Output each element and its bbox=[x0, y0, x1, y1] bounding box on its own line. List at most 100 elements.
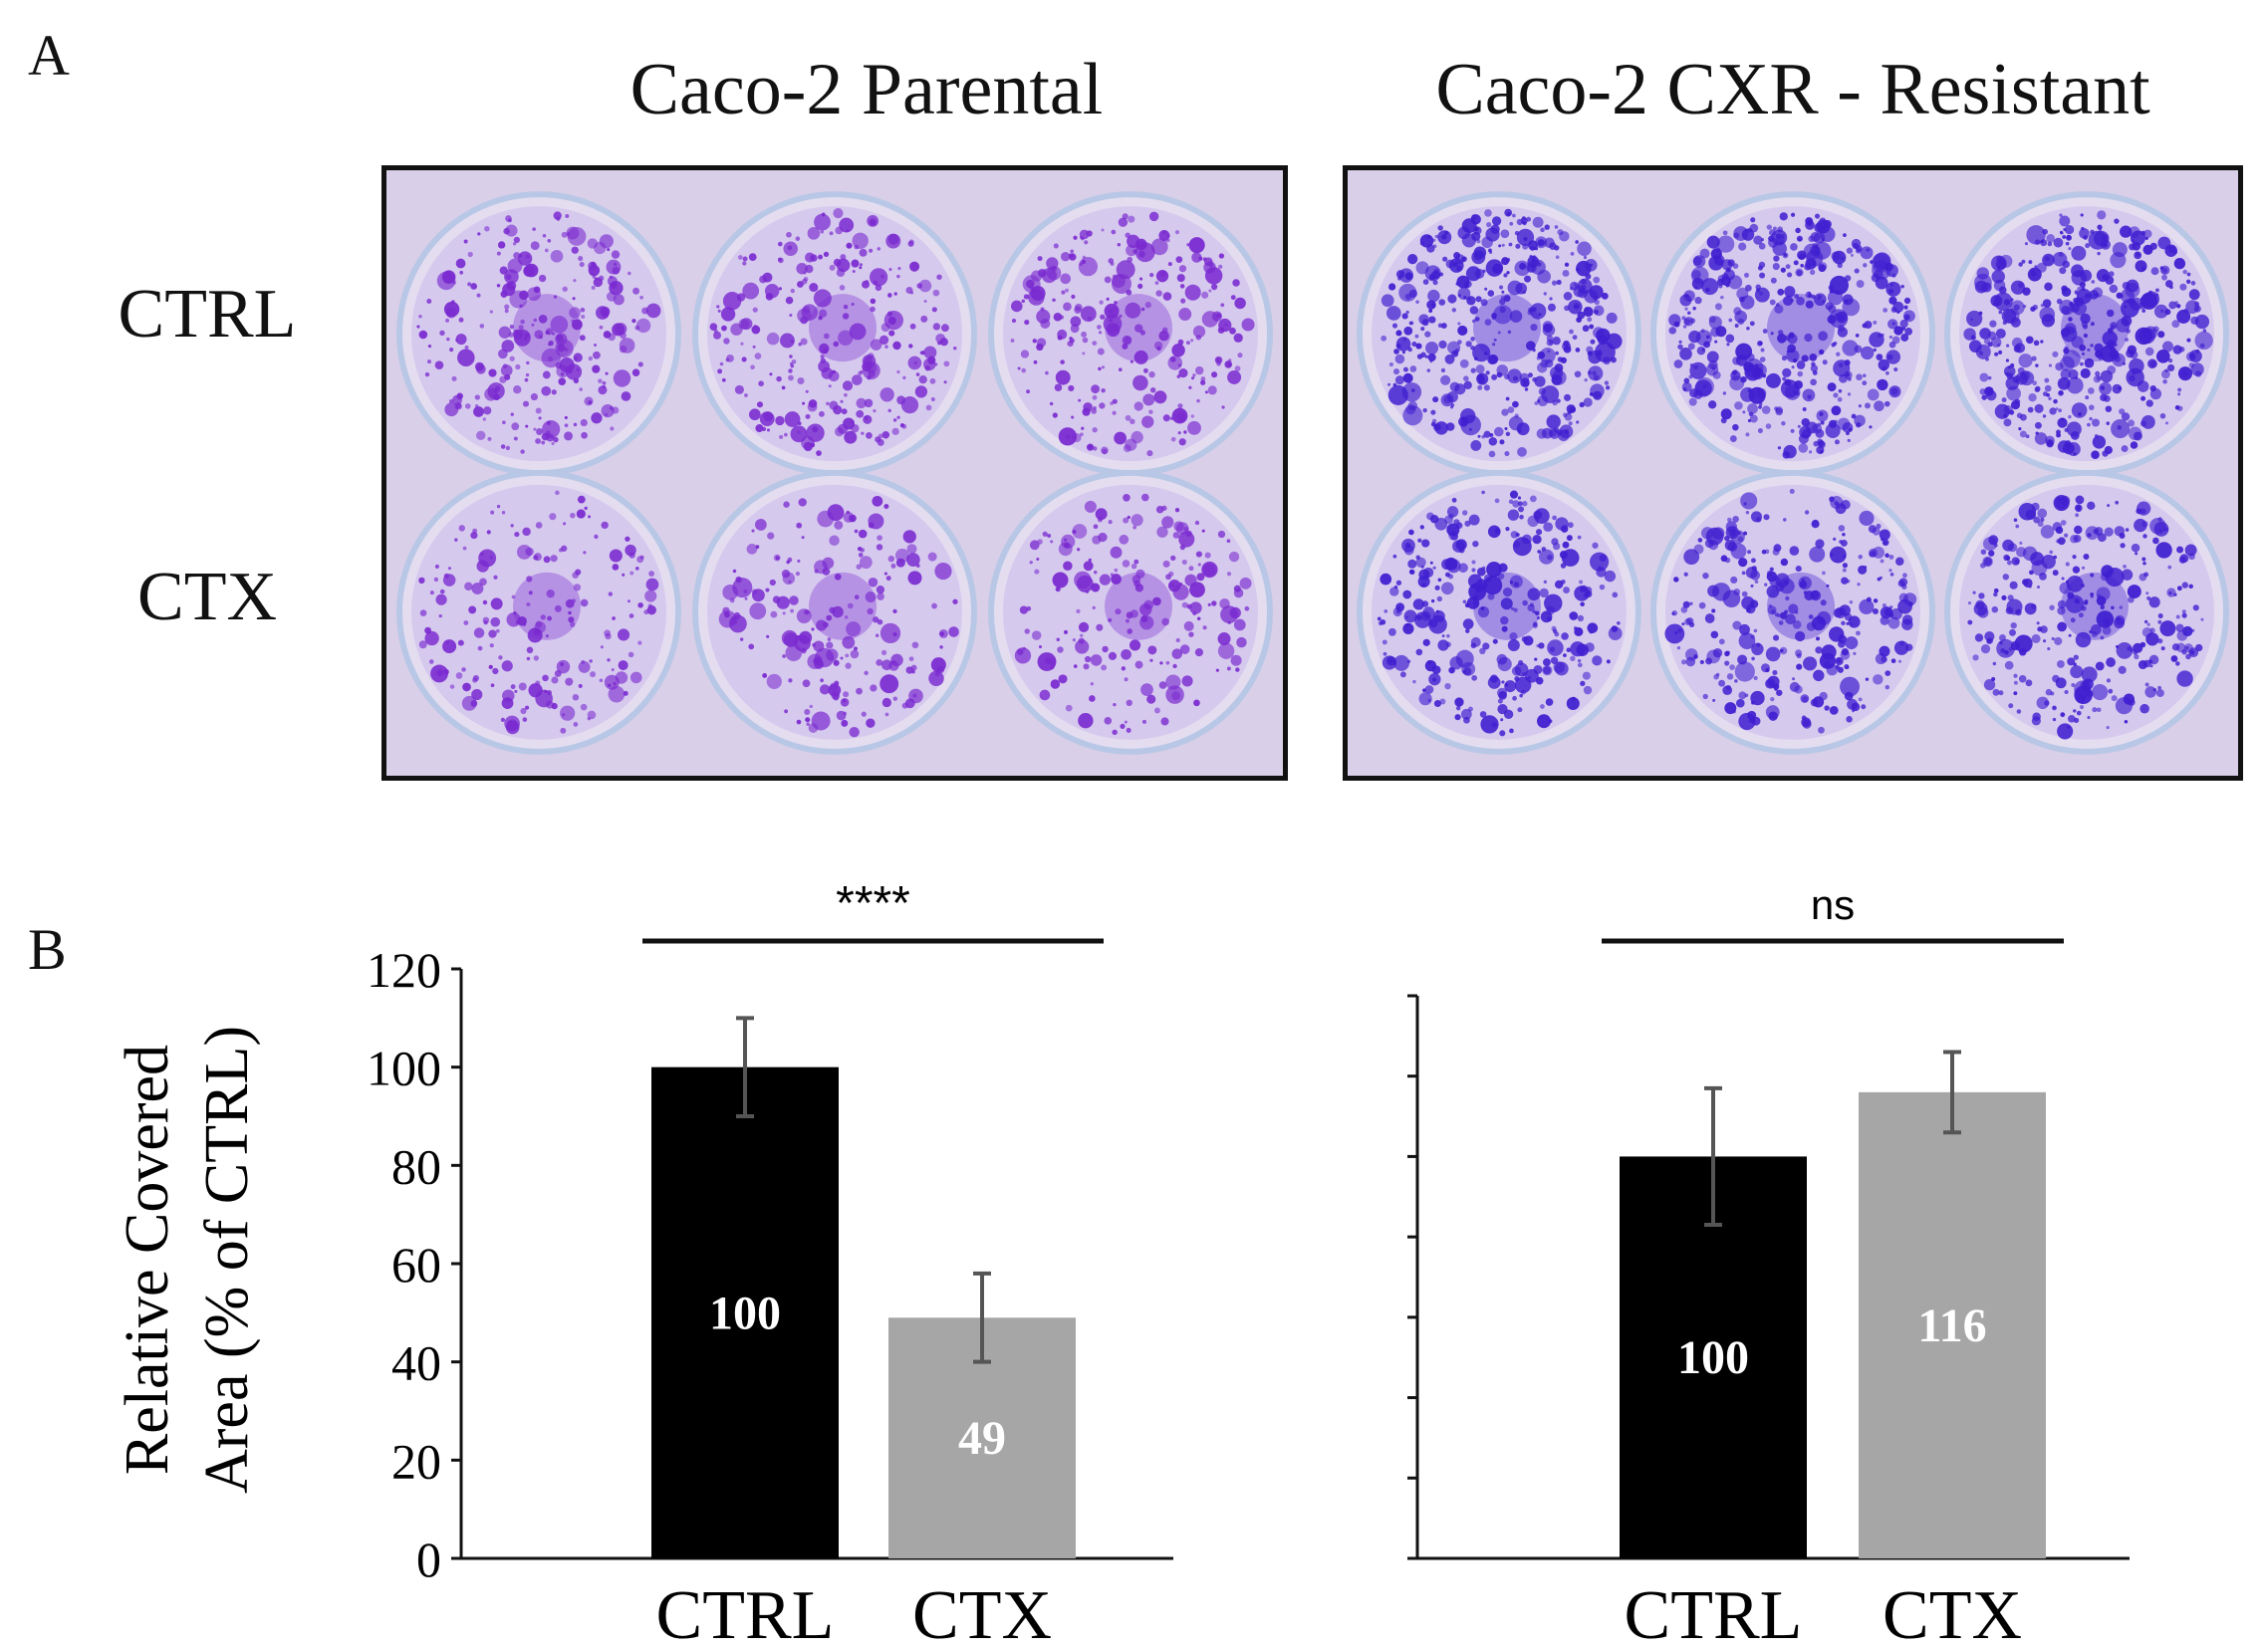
colony bbox=[833, 659, 840, 666]
colony bbox=[608, 591, 614, 596]
colony bbox=[2176, 586, 2182, 591]
colony bbox=[2162, 341, 2173, 353]
colony bbox=[1477, 605, 1490, 618]
colony bbox=[461, 695, 477, 711]
colony bbox=[2052, 351, 2059, 357]
colony bbox=[1050, 665, 1055, 670]
colony bbox=[2177, 392, 2181, 396]
colony bbox=[1092, 427, 1098, 433]
colony bbox=[645, 303, 661, 319]
colony bbox=[1537, 262, 1542, 267]
colony bbox=[1850, 253, 1854, 257]
colony bbox=[827, 504, 845, 522]
colony bbox=[2001, 397, 2007, 403]
colony bbox=[1861, 346, 1875, 360]
colony bbox=[1873, 598, 1879, 603]
colony-cluster bbox=[1472, 294, 1541, 362]
colony bbox=[1047, 533, 1052, 538]
colony bbox=[2028, 260, 2033, 265]
colony bbox=[1491, 373, 1498, 380]
colony bbox=[1787, 334, 1798, 345]
colony bbox=[2025, 679, 2033, 687]
colony bbox=[932, 289, 940, 297]
colony bbox=[1118, 217, 1129, 227]
colony bbox=[1785, 264, 1791, 270]
colony bbox=[1487, 354, 1498, 365]
colony bbox=[2090, 573, 2095, 578]
colony bbox=[1782, 450, 1791, 459]
colony bbox=[1740, 492, 1758, 510]
colony bbox=[1096, 623, 1104, 631]
colony bbox=[459, 270, 464, 275]
colony bbox=[2148, 290, 2152, 294]
colony bbox=[438, 614, 442, 618]
colony bbox=[1134, 242, 1155, 263]
colony bbox=[464, 403, 471, 409]
colony bbox=[923, 346, 937, 359]
colony bbox=[1140, 493, 1149, 502]
colony bbox=[548, 340, 554, 347]
colony bbox=[2013, 680, 2018, 685]
colony bbox=[433, 577, 439, 583]
colony bbox=[1407, 347, 1412, 353]
colony bbox=[1196, 573, 1205, 582]
colony bbox=[1831, 405, 1842, 416]
colony bbox=[1211, 600, 1217, 606]
colony bbox=[1765, 705, 1780, 719]
colony bbox=[1543, 666, 1552, 674]
colony bbox=[2132, 371, 2136, 375]
colony bbox=[509, 324, 515, 330]
colony bbox=[1509, 575, 1523, 589]
colony bbox=[943, 380, 947, 384]
colony bbox=[1576, 420, 1580, 424]
colony bbox=[1850, 622, 1854, 626]
colony bbox=[1483, 430, 1491, 438]
colony bbox=[468, 605, 477, 614]
colony bbox=[720, 307, 736, 322]
colony bbox=[2190, 316, 2199, 325]
colony bbox=[1471, 675, 1478, 681]
colony bbox=[1188, 237, 1205, 254]
colony bbox=[2071, 402, 2088, 418]
colony bbox=[730, 323, 743, 336]
colony bbox=[2061, 305, 2071, 316]
colony bbox=[1477, 384, 1483, 390]
colony bbox=[1226, 572, 1232, 577]
colony bbox=[418, 330, 428, 340]
colony bbox=[1470, 337, 1475, 342]
colony bbox=[1153, 390, 1167, 404]
colony bbox=[1872, 527, 1881, 536]
colony bbox=[628, 651, 634, 658]
colony bbox=[1590, 383, 1605, 398]
colony bbox=[1720, 417, 1727, 424]
colony bbox=[1862, 373, 1867, 377]
colony bbox=[918, 279, 932, 293]
colony bbox=[2152, 688, 2157, 692]
colony bbox=[546, 689, 553, 696]
colony bbox=[1758, 242, 1766, 250]
colony bbox=[1813, 440, 1820, 447]
colony bbox=[573, 584, 582, 591]
parental-wells-image bbox=[386, 170, 1283, 776]
colony bbox=[948, 626, 959, 637]
colony bbox=[1820, 599, 1827, 606]
colony bbox=[522, 527, 531, 537]
colony bbox=[1845, 636, 1859, 650]
colony bbox=[520, 707, 527, 715]
colony bbox=[589, 659, 593, 663]
colony bbox=[565, 363, 583, 380]
colony bbox=[524, 377, 529, 382]
colony bbox=[528, 683, 543, 698]
colony bbox=[1510, 531, 1519, 539]
colony bbox=[599, 325, 604, 330]
colony bbox=[1889, 605, 1893, 609]
colony bbox=[2096, 610, 2115, 628]
colony bbox=[1428, 614, 1447, 634]
colony bbox=[1803, 590, 1808, 594]
colony bbox=[1241, 318, 1255, 332]
colony bbox=[1178, 438, 1186, 446]
colony bbox=[2091, 450, 2100, 459]
colony bbox=[1065, 704, 1073, 712]
colony bbox=[1782, 295, 1794, 307]
colony bbox=[2118, 385, 2123, 391]
